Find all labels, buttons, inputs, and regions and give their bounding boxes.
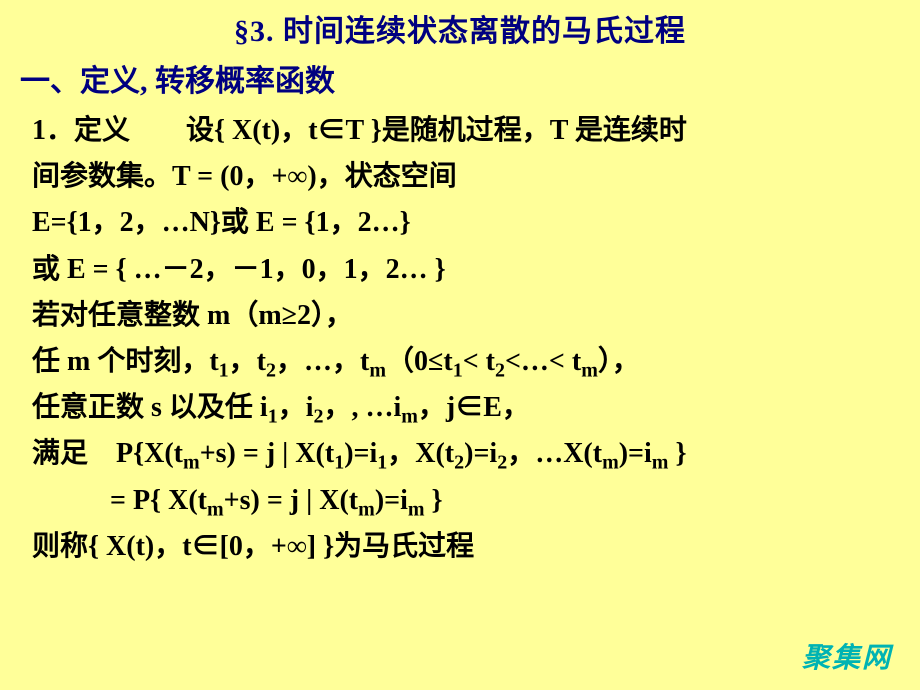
subscript: 2 xyxy=(266,360,276,382)
subscript: 1 xyxy=(377,452,387,474)
slide-title: §3. 时间连续状态离散的马氏过程 xyxy=(20,6,900,50)
text-span: ）， xyxy=(598,346,640,377)
subscript: m xyxy=(408,498,425,520)
subscript: 2 xyxy=(497,452,507,474)
text-span: )=i xyxy=(464,438,497,469)
subscript: 1 xyxy=(268,406,278,428)
subscript: m xyxy=(602,452,619,474)
text-span: 满足 P{X(t xyxy=(32,438,183,469)
definition-line-4: 或 E = { …－2，－1，0，1，2… } xyxy=(32,247,900,293)
subscript: 1 xyxy=(219,360,229,382)
slide-container: §3. 时间连续状态离散的马氏过程 一、定义, 转移概率函数 1．定义 设{ X… xyxy=(0,0,920,580)
text-span: < t xyxy=(463,346,495,377)
watermark-text: 聚集网 xyxy=(802,636,892,676)
text-span: ，, …i xyxy=(323,392,401,423)
subscript: m xyxy=(581,360,598,382)
definition-line-5: 若对任意整数 m（m≥2）， xyxy=(32,293,900,339)
text-span: } xyxy=(425,485,443,516)
subscript: 1 xyxy=(453,360,463,382)
subscript: m xyxy=(207,498,224,520)
definition-line-2: 间参数集。T = (0，+∞)，状态空间 xyxy=(32,154,900,200)
text-span: ，…，t xyxy=(276,346,369,377)
text-span: ，X(t xyxy=(387,438,454,469)
definition-line-8: 满足 P{X(tm+s) = j | X(t1)=i1，X(t2)=i2，…X(… xyxy=(32,431,900,477)
text-span: )=i xyxy=(619,438,652,469)
text-span: ，j∈E， xyxy=(418,392,530,423)
text-span: （0≤t xyxy=(386,346,453,377)
definition-line-3: E={1，2，…N}或 E = {1，2…} xyxy=(32,200,900,246)
text-span: = P{ X(t xyxy=(110,485,207,516)
subscript: m xyxy=(358,498,375,520)
text-span: 任 m 个时刻，t xyxy=(32,346,219,377)
subscript: m xyxy=(369,360,386,382)
definition-line-10: 则称{ X(t)，t∈[0，+∞] }为马氏过程 xyxy=(32,524,900,570)
subscript: 2 xyxy=(313,406,323,428)
subscript: 2 xyxy=(454,452,464,474)
section-header: 一、定义, 转移概率函数 xyxy=(20,56,900,100)
text-span: ，…X(t xyxy=(507,438,602,469)
text-span: 任意正数 s 以及任 i xyxy=(32,392,268,423)
text-span: )=i xyxy=(375,485,408,516)
text-span: +s) = j | X(t xyxy=(224,485,359,516)
subscript: 1 xyxy=(334,452,344,474)
definition-line-6: 任 m 个时刻，t1，t2，…，tm（0≤t1< t2<…< tm）， xyxy=(32,339,900,385)
text-span: } xyxy=(668,438,686,469)
text-span: <…< t xyxy=(505,346,581,377)
text-span: ，t xyxy=(229,346,266,377)
definition-line-9: = P{ X(tm+s) = j | X(tm)=im } xyxy=(110,478,900,524)
text-span: ，i xyxy=(278,392,314,423)
text-span: +s) = j | X(t xyxy=(200,438,335,469)
text-span: )=i xyxy=(344,438,377,469)
subscript: m xyxy=(401,406,418,428)
subscript: 2 xyxy=(495,360,505,382)
subscript: m xyxy=(183,452,200,474)
definition-line-7: 任意正数 s 以及任 i1，i2，, …im，j∈E， xyxy=(32,385,900,431)
subscript: m xyxy=(652,452,669,474)
definition-line-1: 1．定义 设{ X(t)，t∈T }是随机过程，T 是连续时 xyxy=(32,108,900,154)
